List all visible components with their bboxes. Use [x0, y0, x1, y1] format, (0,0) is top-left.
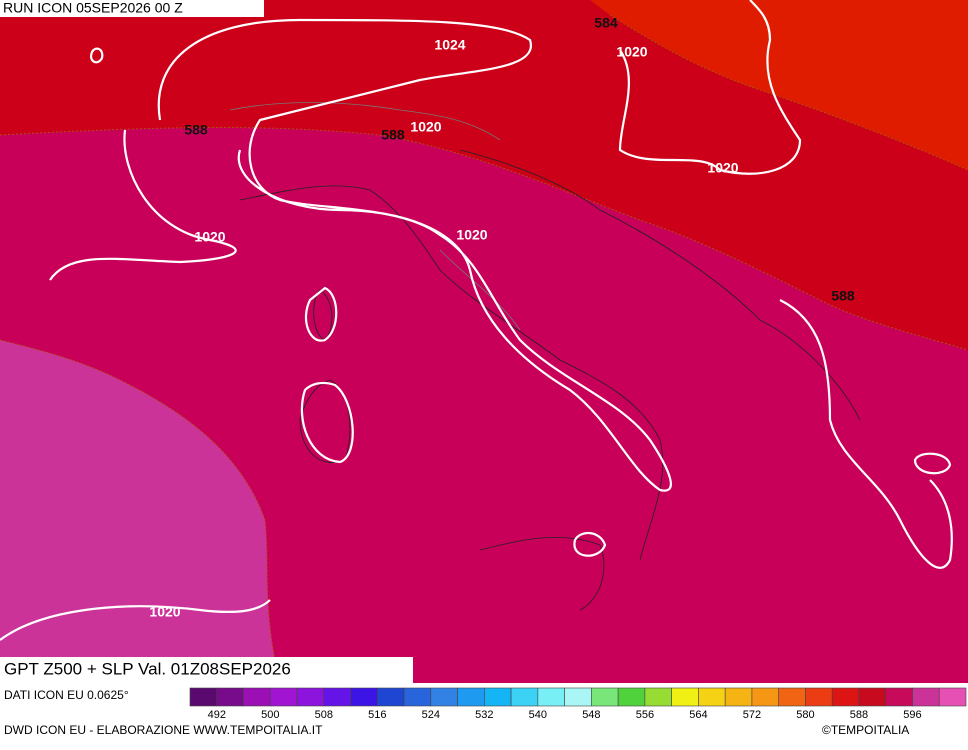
isobar [0, 599, 271, 641]
colorbar-swatch [617, 687, 646, 707]
copyright-label: ©TEMPOITALIA [822, 723, 909, 737]
colorbar-swatch [805, 687, 833, 707]
colorbar-swatch [938, 687, 967, 707]
colorbar-swatch [831, 687, 860, 707]
title-box [0, 657, 413, 683]
colorbar-label: 532 [475, 709, 493, 721]
colorbar-label: 588 [850, 709, 868, 721]
isobar [779, 299, 953, 569]
colorbar-label: 548 [582, 709, 600, 721]
colorbar-swatch [912, 687, 940, 707]
colorbar-swatch [323, 687, 351, 707]
colorbar-swatch [296, 687, 325, 707]
contour-label: 1020 [616, 44, 647, 60]
contour-label: 584 [594, 15, 618, 31]
colorbar-swatch [430, 687, 458, 707]
isobar [90, 47, 952, 557]
colorbar-swatch [591, 687, 619, 707]
colorbar-swatch [778, 687, 806, 707]
colorbar-swatch [269, 687, 298, 707]
colorbar-label: 516 [368, 709, 386, 721]
contour-label: 1020 [149, 604, 180, 620]
colorbar-swatch [537, 687, 565, 707]
contour-label: 1020 [707, 160, 738, 176]
colorbar-label: 492 [208, 709, 226, 721]
colorbar-label: 524 [422, 709, 440, 721]
isobar [157, 18, 672, 492]
contour-edge [0, 127, 968, 351]
contour-label: 1024 [434, 37, 465, 53]
colorbar-label: 596 [903, 709, 921, 721]
colorbar-swatch [189, 687, 218, 707]
colorbar-label: 564 [689, 709, 707, 721]
colorbar-label: 540 [529, 709, 547, 721]
colorbar-swatch [671, 687, 699, 707]
map-title: GPT Z500 + SLP Val. 01Z08SEP2026 [4, 659, 291, 678]
contour-label: 1020 [194, 229, 225, 245]
contour-label: 588 [381, 127, 405, 143]
colorbar-swatch [484, 687, 512, 707]
contour-label: 588 [184, 122, 208, 138]
colorbar-swatch [858, 687, 887, 707]
field-580 [590, 0, 968, 170]
colorbar-swatch [698, 687, 726, 707]
colorbar-swatch [644, 687, 672, 707]
isobar [618, 0, 802, 175]
coastline [239, 149, 861, 611]
field-592 [0, 340, 280, 683]
source-label: DATI ICON EU 0.0625° [4, 688, 129, 702]
run-label: RUN ICON 05SEP2026 00 Z [3, 0, 183, 16]
header-box [0, 0, 264, 17]
colorbar-swatch [457, 687, 485, 707]
colorbar-swatch [564, 687, 592, 707]
colorbar-label: 508 [315, 709, 333, 721]
colorbar-label: 500 [261, 709, 279, 721]
contour-label: 1020 [456, 227, 487, 243]
credit-label: DWD ICON EU - ELABORAZIONE WWW.TEMPOITAL… [4, 723, 323, 737]
colorbar: 492 500 508 516 524 532 540 548 556 564 572 580 588 5… [189, 687, 967, 721]
colorbar-swatch [216, 687, 244, 707]
colorbar-swatch [510, 687, 539, 707]
border [229, 102, 521, 331]
colorbar-swatch [724, 687, 753, 707]
field-584 [0, 0, 968, 350]
colorbar-label: 556 [636, 709, 654, 721]
contour-edge [0, 339, 281, 684]
colorbar-swatch [885, 687, 913, 707]
colorbar-swatch [751, 687, 779, 707]
colorbar-swatch [243, 687, 271, 707]
colorbar-swatch [350, 687, 378, 707]
colorbar-swatch [377, 687, 405, 707]
colorbar-label: 572 [743, 709, 761, 721]
contour-label: 1020 [410, 119, 441, 135]
colorbar-swatch [403, 687, 432, 707]
isobar [49, 129, 237, 281]
contour-label: 588 [831, 288, 855, 304]
colorbar-label: 580 [796, 709, 814, 721]
contour-edge [609, 14, 968, 171]
